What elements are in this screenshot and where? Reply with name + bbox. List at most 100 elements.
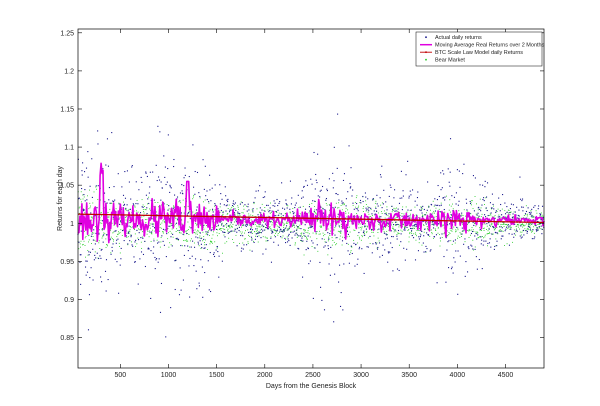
- actual-return-point: [165, 183, 167, 186]
- bear-market-point: [321, 219, 323, 221]
- bear-market-point: [383, 210, 385, 212]
- bear-market-point: [303, 234, 305, 236]
- actual-return-point: [251, 229, 254, 231]
- bear-market-point: [345, 207, 347, 209]
- bear-market-point: [476, 203, 477, 205]
- bear-market-point: [88, 208, 90, 210]
- bear-market-point: [137, 226, 139, 228]
- bear-market-point: [396, 221, 398, 223]
- actual-return-point: [314, 188, 316, 190]
- bear-market-point: [254, 216, 256, 217]
- bear-market-point: [486, 229, 487, 230]
- actual-return-point: [436, 204, 438, 206]
- bear-market-point: [110, 236, 112, 238]
- actual-return-point: [186, 214, 188, 216]
- actual-return-point: [480, 210, 482, 212]
- actual-return-point: [411, 230, 413, 232]
- bear-market-point: [283, 226, 284, 228]
- actual-return-point: [95, 257, 97, 259]
- bear-market-point: [299, 213, 301, 215]
- bear-market-point: [138, 228, 140, 230]
- bear-market-point: [271, 222, 273, 224]
- actual-return-point: [424, 228, 426, 230]
- actual-return-point: [175, 238, 177, 240]
- actual-return-point: [219, 184, 221, 186]
- bear-market-point: [528, 223, 530, 225]
- actual-return-point: [472, 248, 474, 250]
- actual-return-point: [167, 134, 169, 136]
- bear-market-point: [126, 232, 128, 234]
- bear-market-point: [250, 214, 252, 216]
- bear-market-point: [97, 216, 99, 218]
- bear-market-point: [79, 206, 81, 208]
- bear-market-point: [315, 212, 317, 214]
- actual-return-point: [461, 227, 463, 229]
- actual-return-point: [149, 171, 151, 173]
- actual-return-point: [181, 184, 183, 186]
- bear-market-point: [101, 215, 102, 217]
- x-axis-label: Days from the Genesis Block: [266, 383, 357, 390]
- actual-return-point: [365, 207, 367, 209]
- actual-return-point: [343, 263, 345, 265]
- bear-market-point: [255, 235, 256, 237]
- bear-market-point: [123, 201, 125, 203]
- bear-market-point: [421, 207, 423, 209]
- actual-return-point: [445, 281, 447, 283]
- bear-market-point: [234, 221, 235, 223]
- bear-market-point: [187, 205, 189, 207]
- bear-market-point: [93, 232, 95, 234]
- bear-market-point: [100, 219, 102, 221]
- actual-return-point: [289, 244, 291, 246]
- actual-return-point: [351, 252, 353, 255]
- bear-market-point: [530, 227, 532, 229]
- bear-market-point: [394, 218, 396, 219]
- actual-return-point: [114, 199, 116, 201]
- actual-return-point: [213, 255, 216, 258]
- actual-return-point: [210, 290, 212, 293]
- actual-return-point: [533, 238, 535, 240]
- actual-return-point: [362, 200, 364, 203]
- bear-market-point: [118, 202, 120, 204]
- bear-market-point: [203, 224, 205, 226]
- actual-return-point: [342, 179, 345, 182]
- bear-market-point: [225, 219, 227, 221]
- bear-market-point: [223, 234, 225, 236]
- bear-market-point: [88, 239, 90, 241]
- actual-return-point: [462, 173, 464, 175]
- bear-market-point: [91, 216, 93, 218]
- actual-return-point: [282, 207, 284, 209]
- actual-return-point: [156, 179, 158, 182]
- actual-return-point: [111, 246, 113, 248]
- actual-return-point: [428, 234, 430, 236]
- bear-market-point: [398, 226, 400, 228]
- actual-return-point: [223, 231, 225, 233]
- bear-market-point: [462, 221, 463, 223]
- bear-market-point: [508, 212, 510, 214]
- bear-market-point: [532, 216, 534, 218]
- actual-return-point: [449, 138, 452, 140]
- actual-return-point: [516, 206, 518, 208]
- bear-market-point: [243, 205, 244, 207]
- bear-market-point: [291, 218, 293, 220]
- actual-return-point: [136, 229, 138, 231]
- actual-return-point: [228, 231, 230, 233]
- actual-return-point: [271, 210, 273, 212]
- actual-return-point: [319, 190, 321, 192]
- bear-market-point: [449, 233, 451, 234]
- bear-market-point: [342, 204, 344, 206]
- actual-return-point: [302, 276, 304, 278]
- bear-market-point: [226, 225, 228, 227]
- actual-return-point: [540, 219, 542, 221]
- actual-return-point: [193, 186, 195, 188]
- actual-return-point: [295, 222, 297, 224]
- bear-market-point: [133, 229, 135, 230]
- actual-return-point: [111, 132, 113, 134]
- actual-return-point: [132, 245, 134, 247]
- bear-market-point: [242, 225, 243, 227]
- bear-market-point: [432, 212, 434, 214]
- bear-market-point: [392, 222, 394, 224]
- actual-return-point: [90, 267, 92, 269]
- bear-market-point: [453, 221, 454, 223]
- actual-return-point: [223, 225, 225, 227]
- actual-return-point: [470, 244, 472, 246]
